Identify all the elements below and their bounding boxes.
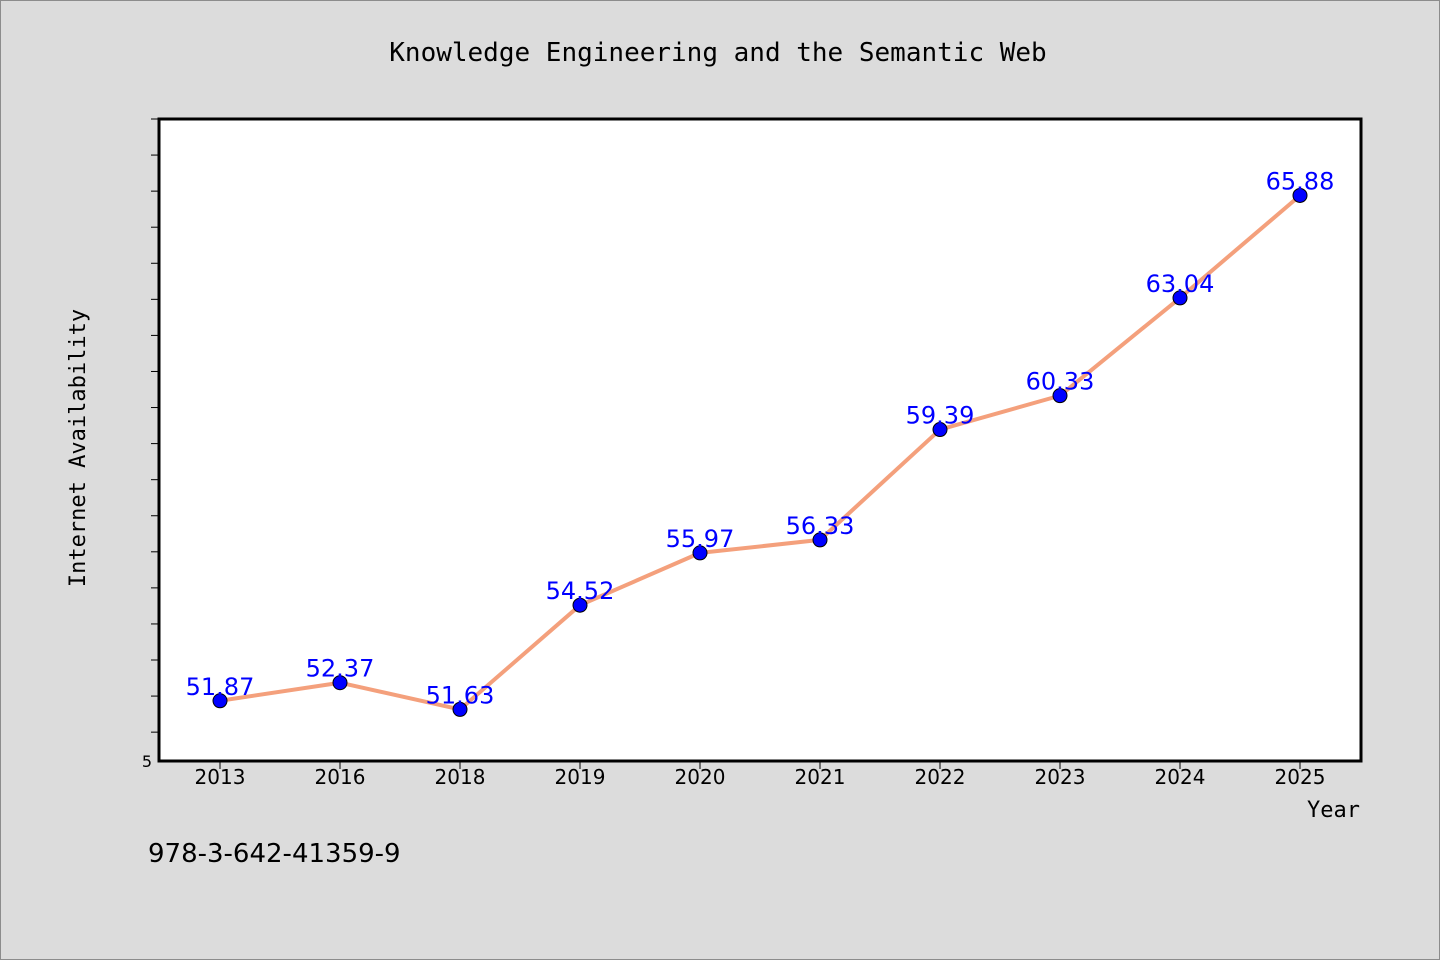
data-label: 60.33 — [1026, 368, 1095, 396]
x-tick-label: 2016 — [315, 765, 366, 789]
data-label: 65.88 — [1266, 167, 1335, 195]
data-point — [812, 532, 828, 548]
data-point — [572, 597, 588, 613]
x-tick-label: 2020 — [675, 765, 726, 789]
data-point — [932, 422, 948, 438]
x-tick-label: 2013 — [195, 765, 246, 789]
series-line-group: 51.87 52.37 51.63 54.52 55.97 56.33 59.39 60.33… — [186, 167, 1335, 717]
y-axis-label: Internet Availability — [66, 309, 91, 587]
x-tick-label: 2018 — [435, 765, 486, 789]
data-label: 55.97 — [666, 525, 735, 553]
data-label: 56.33 — [786, 512, 855, 540]
data-label: 51.87 — [186, 673, 255, 701]
data-label: 59.39 — [906, 402, 975, 430]
footer-isbn: 978-3-642-41359-9 — [148, 839, 401, 869]
chart-title: Knowledge Engineering and the Semantic W… — [389, 38, 1046, 68]
x-tick-label: 2024 — [1155, 765, 1206, 789]
data-label: 51.63 — [426, 681, 495, 709]
data-point — [1052, 388, 1068, 404]
series-line — [219, 193, 1302, 712]
x-tick-label: 2022 — [915, 765, 966, 789]
x-axis-label: Year — [1307, 798, 1360, 823]
x-tick-label: 2019 — [555, 765, 606, 789]
data-point — [212, 693, 228, 709]
x-tick-label: 2025 — [1275, 765, 1326, 789]
plot-area — [157, 117, 1363, 763]
data-point — [1292, 187, 1308, 203]
x-tick-label: 2021 — [795, 765, 846, 789]
data-label: 54.52 — [546, 577, 615, 605]
y-tick-label: 5 — [142, 752, 152, 771]
data-point — [332, 675, 348, 691]
data-point — [692, 545, 708, 561]
data-label: 52.37 — [306, 655, 375, 683]
data-label: 63.04 — [1146, 270, 1215, 298]
x-axis-ticks: 2013 2016 2018 2019 2020 2021 2022 2023 2024 2025 — [195, 761, 1326, 789]
data-point — [452, 701, 468, 717]
data-point — [1172, 290, 1188, 306]
x-tick-label: 2023 — [1035, 765, 1086, 789]
y-axis-ticks — [151, 118, 159, 733]
